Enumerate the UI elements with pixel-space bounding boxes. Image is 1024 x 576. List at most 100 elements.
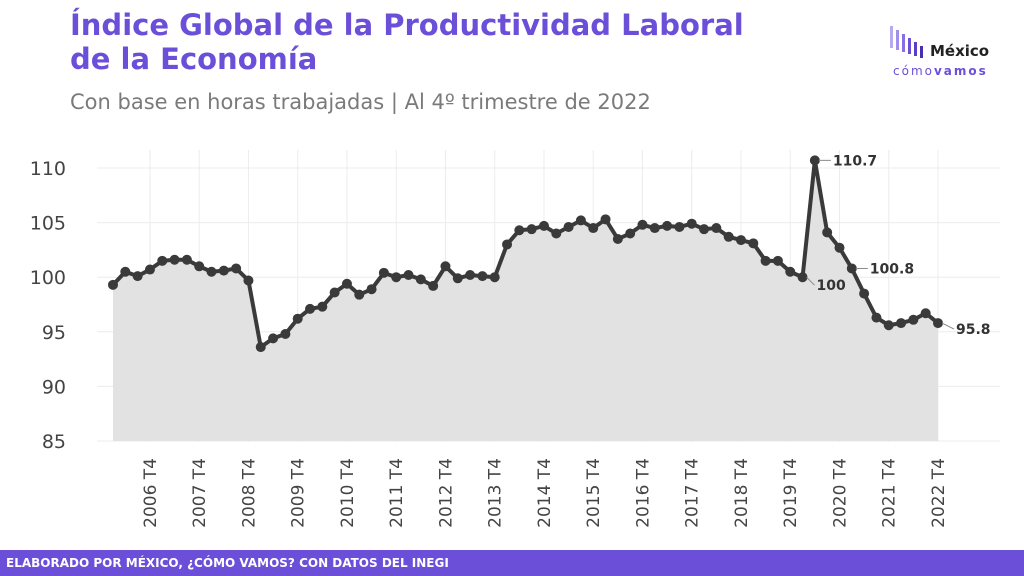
data-point: [231, 263, 242, 274]
logo-text: México: [930, 42, 990, 60]
data-point: [218, 265, 229, 276]
logo-subtext: cómovamos: [893, 64, 988, 78]
data-point: [489, 272, 500, 283]
mexico-como-vamos-logo: México cómovamos: [888, 22, 1008, 92]
data-point: [723, 231, 734, 242]
data-point: [329, 287, 340, 298]
data-point: [144, 264, 155, 275]
x-tick-label: 2020 T4: [830, 458, 850, 528]
data-point: [699, 224, 710, 235]
data-point: [896, 318, 907, 329]
data-point: [883, 320, 894, 331]
x-tick-label: 2021 T4: [880, 458, 900, 528]
data-point: [748, 238, 759, 249]
page-subtitle: Con base en horas trabajadas | Al 4º tri…: [70, 90, 651, 114]
data-point: [428, 280, 439, 291]
data-point: [391, 272, 402, 283]
data-point: [292, 313, 303, 324]
data-point: [772, 255, 783, 266]
data-point: [341, 278, 352, 289]
logo-subtext-light: cómo: [893, 64, 934, 78]
data-point: [206, 266, 217, 277]
data-point: [354, 289, 365, 300]
x-tick-label: 2007 T4: [190, 458, 210, 528]
data-point: [280, 328, 291, 339]
source-footer: ELABORADO POR MÉXICO, ¿CÓMO VAMOS? CON D…: [0, 550, 1024, 576]
title-line-2: de la Economía: [70, 42, 318, 76]
data-point: [317, 301, 328, 312]
data-point: [625, 228, 636, 239]
x-tick-label: 2017 T4: [683, 458, 703, 528]
data-point: [711, 223, 722, 234]
y-tick-label: 105: [30, 213, 66, 235]
x-tick-label: 2006 T4: [141, 458, 161, 528]
data-point: [575, 215, 586, 226]
data-point: [822, 227, 833, 238]
data-point: [120, 266, 131, 277]
data-point: [514, 225, 525, 236]
data-point: [612, 233, 623, 244]
data-label: 95.8: [956, 322, 991, 338]
y-tick-label: 100: [30, 267, 66, 289]
data-point: [551, 228, 562, 239]
data-point: [502, 239, 513, 250]
data-point: [563, 221, 574, 232]
y-tick-label: 110: [30, 158, 66, 180]
data-point: [243, 275, 254, 286]
data-point: [809, 155, 820, 166]
x-tick-label: 2010 T4: [338, 458, 358, 528]
data-point: [933, 318, 943, 329]
data-point: [674, 221, 685, 232]
x-tick-label: 2018 T4: [732, 458, 752, 528]
data-label: 110.7: [833, 153, 877, 169]
data-point: [378, 267, 389, 278]
annotation-leader: [941, 322, 955, 330]
x-tick-label: 2022 T4: [929, 458, 949, 528]
title-line-1: Índice Global de la Productividad Labora…: [70, 8, 744, 42]
data-point: [255, 342, 266, 353]
series-area: [113, 160, 938, 441]
data-point: [465, 270, 476, 281]
data-point: [735, 235, 746, 246]
x-tick-label: 2009 T4: [289, 458, 309, 528]
data-point: [859, 288, 870, 299]
x-tick-label: 2015 T4: [584, 458, 604, 528]
data-point: [637, 219, 648, 230]
data-point: [920, 308, 931, 319]
data-point: [538, 220, 549, 231]
data-point: [785, 266, 796, 277]
data-point: [834, 242, 845, 253]
data-point: [600, 214, 611, 225]
x-tick-label: 2014 T4: [535, 458, 555, 528]
data-label: 100.8: [870, 261, 914, 277]
data-point: [477, 271, 488, 282]
data-point: [268, 333, 279, 344]
y-tick-label: 95: [42, 322, 66, 344]
data-point: [686, 218, 697, 229]
y-tick-label: 85: [42, 431, 66, 453]
data-point: [403, 270, 414, 281]
logo-subtext-bold: vamos: [933, 64, 988, 78]
data-point: [526, 224, 537, 235]
annotation-leader: [806, 276, 815, 286]
data-point: [108, 279, 118, 290]
data-point: [588, 223, 599, 234]
x-tick-label: 2013 T4: [486, 458, 506, 528]
data-point: [305, 303, 316, 314]
y-tick-label: 90: [42, 376, 66, 398]
data-point: [662, 220, 673, 231]
data-point: [169, 254, 180, 265]
x-tick-label: 2008 T4: [239, 458, 259, 528]
data-point: [760, 255, 771, 266]
x-tick-label: 2019 T4: [781, 458, 801, 528]
data-point: [452, 273, 463, 284]
data-point: [366, 284, 377, 295]
data-point: [908, 314, 919, 325]
data-point: [132, 271, 143, 282]
logo-bars-icon: [890, 26, 923, 58]
data-point: [871, 312, 882, 323]
data-point: [440, 261, 451, 272]
data-point: [649, 223, 660, 234]
data-point: [194, 261, 205, 272]
